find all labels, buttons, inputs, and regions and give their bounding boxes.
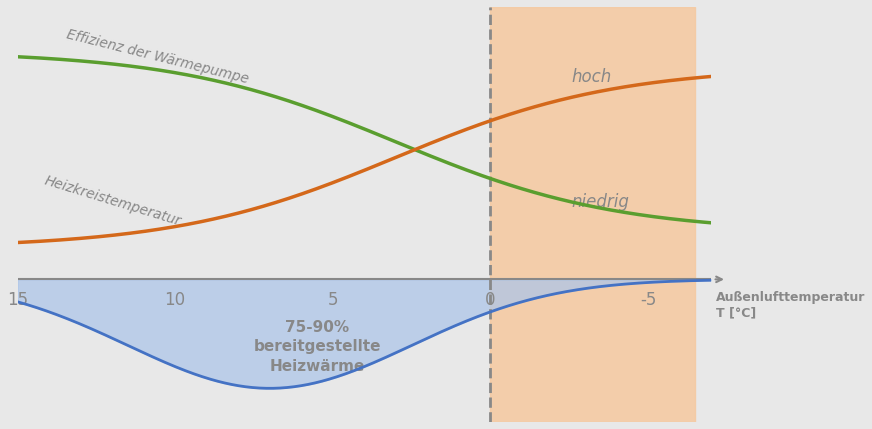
Text: Effizienz der Wärmepumpe: Effizienz der Wärmepumpe	[65, 28, 250, 87]
Text: 15: 15	[7, 291, 28, 309]
Text: niedrig: niedrig	[572, 193, 630, 211]
Text: hoch: hoch	[571, 68, 611, 86]
Text: 0: 0	[485, 291, 495, 309]
Text: 75-90%
bereitgestellte
Heizwärme: 75-90% bereitgestellte Heizwärme	[253, 320, 381, 374]
Text: Heizkreistemperatur: Heizkreistemperatur	[43, 174, 183, 229]
Bar	[490, 7, 695, 422]
Text: -5: -5	[640, 291, 657, 309]
Text: 10: 10	[165, 291, 186, 309]
Text: 5: 5	[328, 291, 338, 309]
Text: Außenlufttemperatur
T [°C]: Außenlufttemperatur T [°C]	[716, 291, 865, 319]
